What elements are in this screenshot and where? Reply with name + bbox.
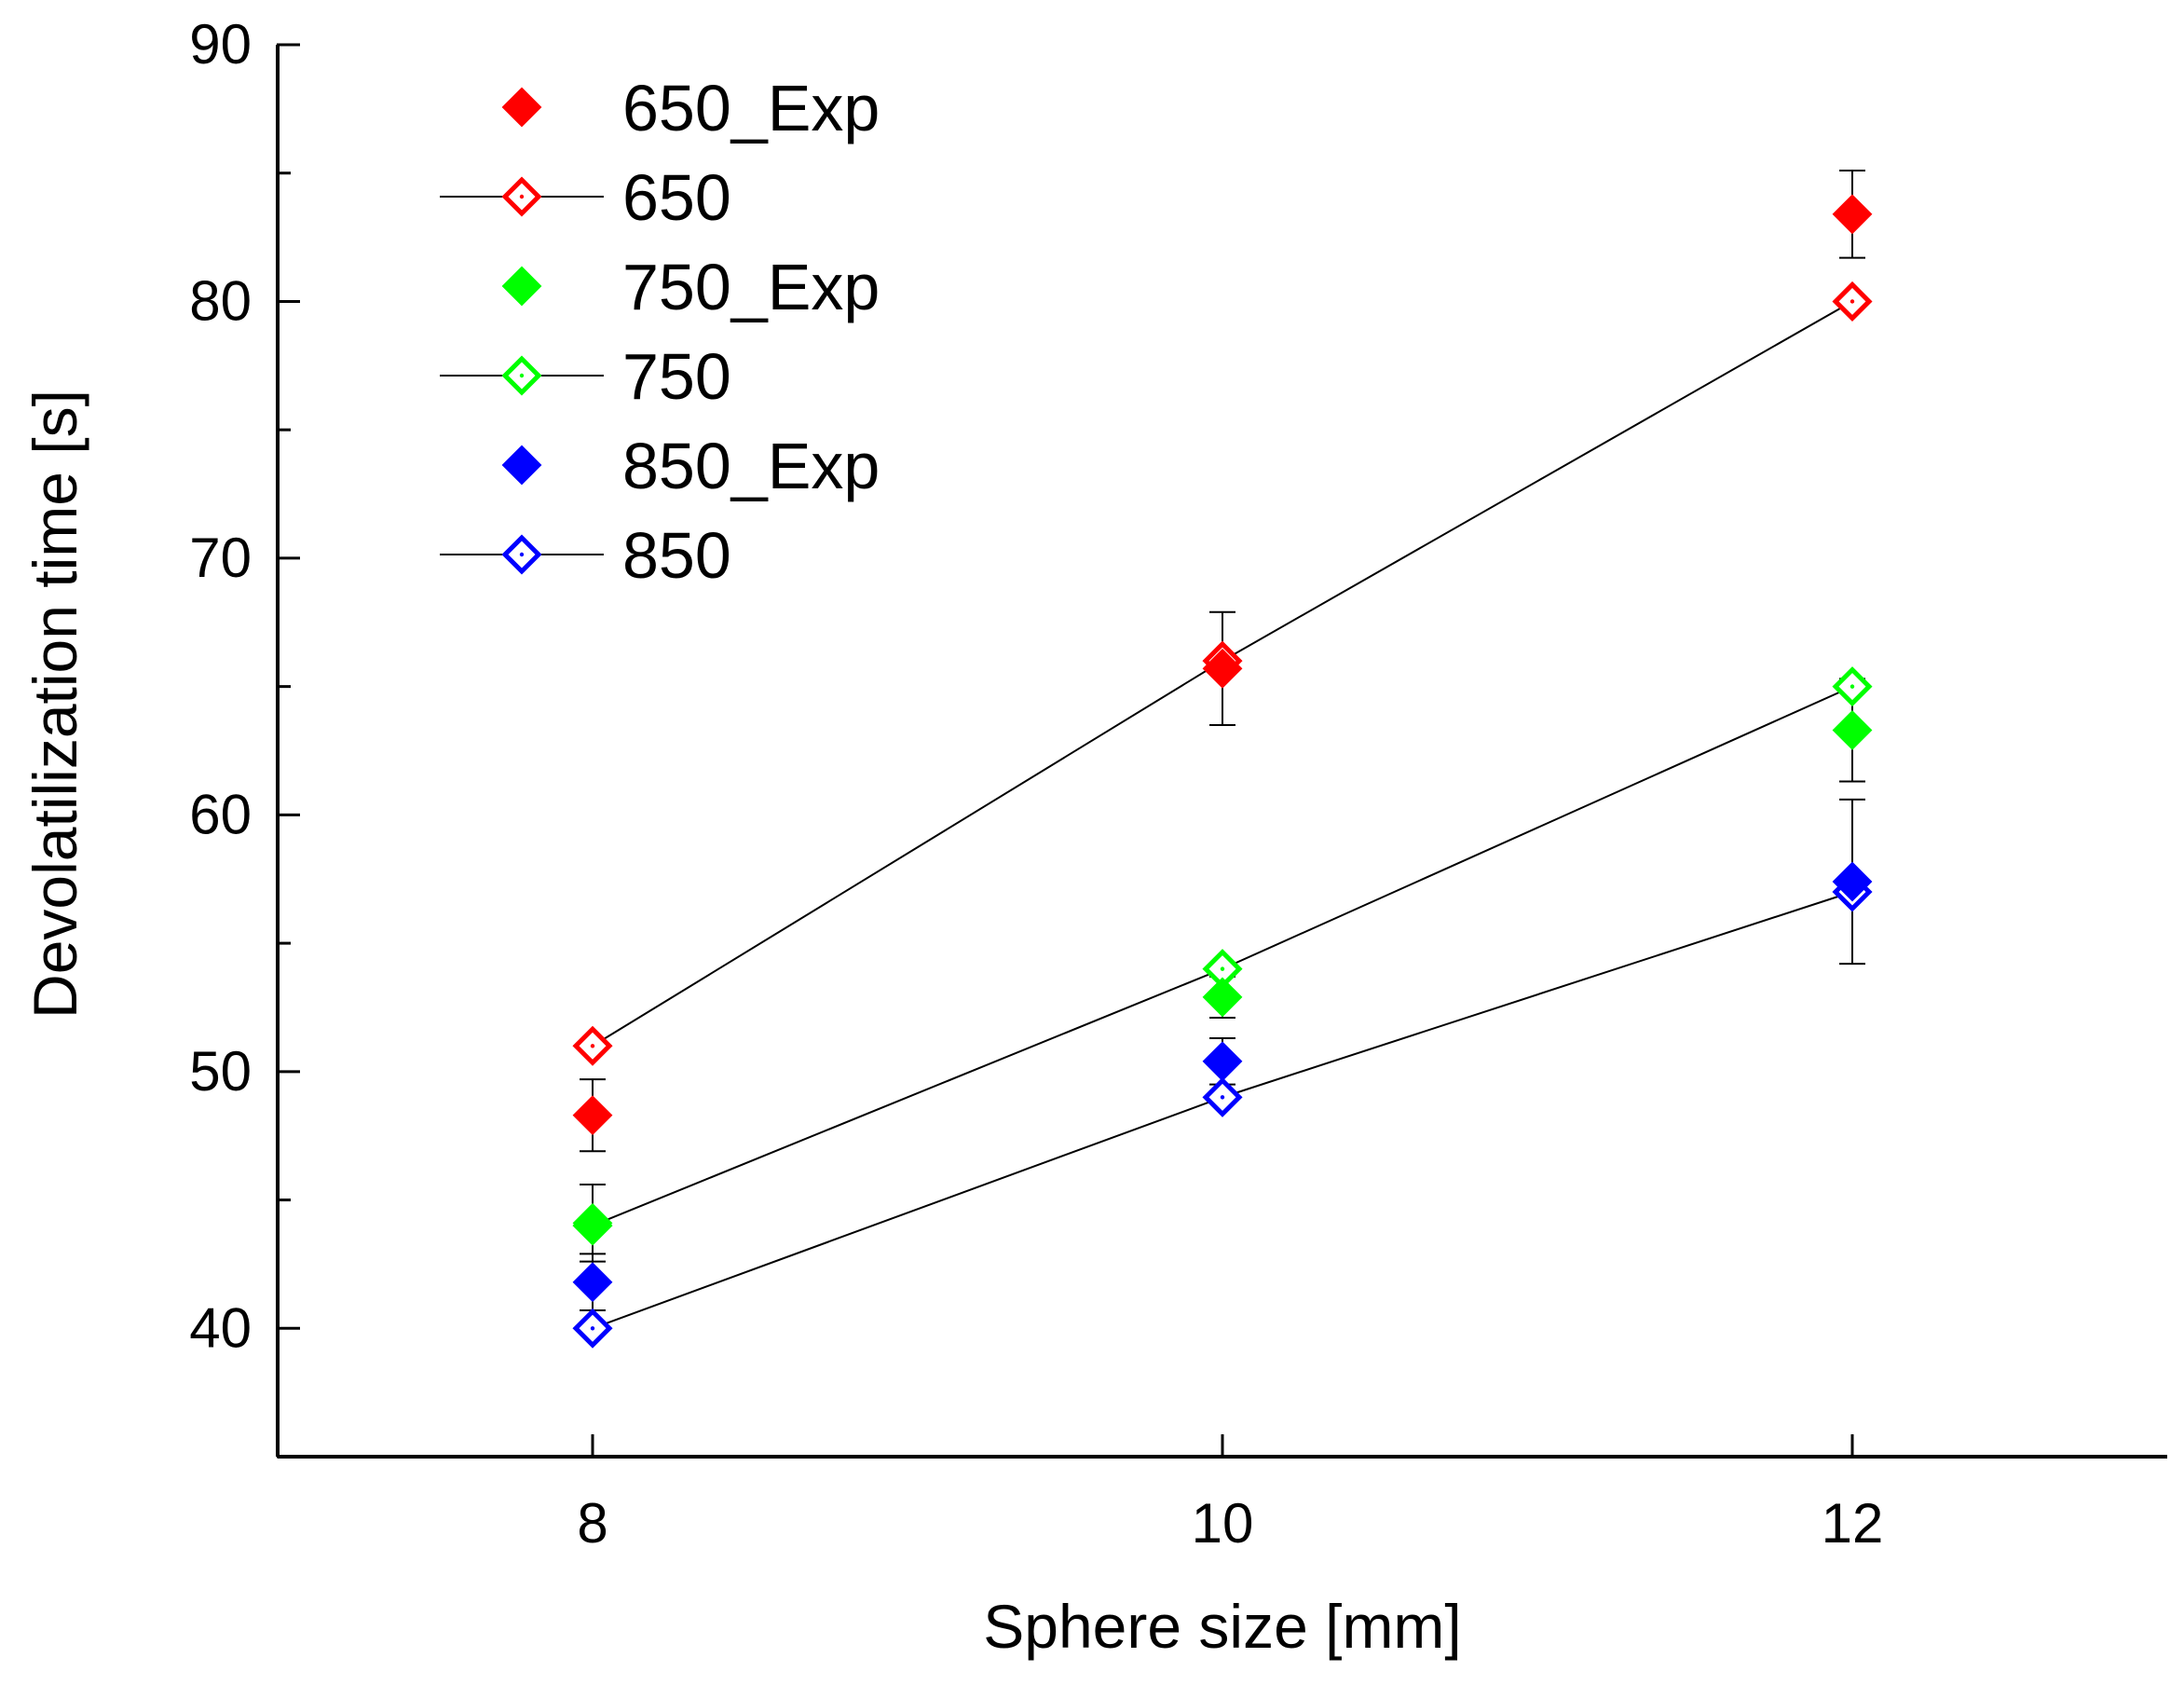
y-axis-title: Devolatilization time [s] bbox=[20, 390, 89, 1019]
point-750_Exp bbox=[1202, 977, 1243, 1018]
point-850-dot bbox=[1220, 1095, 1225, 1100]
legend-item-650_Exp: 650_Exp bbox=[501, 72, 880, 144]
point-750-dot bbox=[1220, 966, 1225, 971]
legend-label: 850 bbox=[622, 519, 731, 592]
legend-label: 650 bbox=[622, 161, 731, 234]
point-750-dot bbox=[1850, 684, 1855, 689]
y-tick-label: 80 bbox=[189, 269, 252, 332]
plot-area bbox=[572, 169, 1873, 1349]
legend-marker bbox=[501, 266, 542, 307]
legend-item-750_Exp: 750_Exp bbox=[501, 251, 880, 323]
y-tick-label: 70 bbox=[189, 527, 252, 589]
x-tick-label: 10 bbox=[1192, 1492, 1254, 1555]
legend-item-850: 850 bbox=[440, 519, 731, 592]
y-tick-label: 60 bbox=[189, 783, 252, 845]
point-650-dot bbox=[1850, 299, 1855, 304]
legend-marker-dot bbox=[519, 373, 525, 378]
point-750_Exp bbox=[1832, 710, 1873, 750]
legend-item-650: 650 bbox=[440, 161, 731, 234]
point-650-dot bbox=[590, 1044, 595, 1048]
point-650_Exp bbox=[1202, 648, 1243, 689]
y-tick-label: 40 bbox=[189, 1296, 252, 1359]
point-650_Exp bbox=[1832, 194, 1873, 235]
legend: 650_Exp 650 750_Exp 750 850_Exp 850 bbox=[440, 72, 880, 592]
point-650_Exp bbox=[572, 1095, 613, 1136]
legend-marker-dot bbox=[519, 552, 525, 557]
point-850_Exp bbox=[1202, 1041, 1243, 1082]
y-tick-label: 90 bbox=[189, 13, 252, 75]
legend-label: 750 bbox=[622, 340, 731, 413]
legend-label: 750_Exp bbox=[622, 251, 880, 323]
legend-item-850_Exp: 850_Exp bbox=[501, 430, 880, 502]
point-850-dot bbox=[590, 1326, 595, 1331]
point-850_Exp bbox=[572, 1262, 613, 1303]
legend-marker bbox=[501, 87, 542, 128]
legend-marker-dot bbox=[519, 194, 525, 199]
point-750_Exp bbox=[572, 1202, 613, 1243]
x-tick-label: 8 bbox=[577, 1492, 607, 1555]
x-axis-title: Sphere size [mm] bbox=[983, 1592, 1462, 1661]
x-tick-label: 12 bbox=[1822, 1492, 1884, 1555]
legend-item-750: 750 bbox=[440, 340, 731, 413]
legend-label: 850_Exp bbox=[622, 430, 880, 502]
point-850_Exp bbox=[1832, 861, 1873, 902]
legend-label: 650_Exp bbox=[622, 72, 880, 144]
y-tick-label: 50 bbox=[189, 1040, 252, 1103]
legend-marker bbox=[501, 445, 542, 486]
ticks: 40 50 60 70 80 90 8 10 12 bbox=[189, 13, 1883, 1555]
axes bbox=[276, 45, 2167, 1459]
